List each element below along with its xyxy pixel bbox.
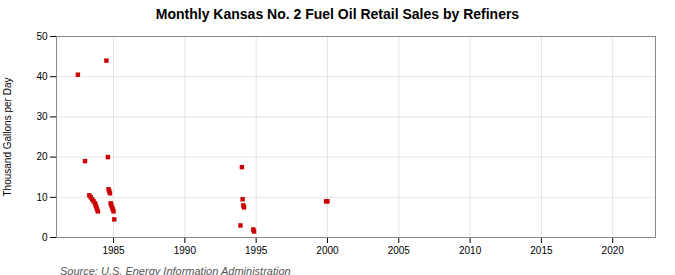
html-text:Monthly Kansas No. 2 Fuel Oil: Monthly Kansas No. 2 Fuel Oil Retail Sal…: [155, 6, 520, 22]
svg-text:2020: 2020: [602, 245, 625, 256]
svg-text:20: 20: [36, 151, 48, 162]
svg-text:2010: 2010: [459, 245, 482, 256]
svg-text:40: 40: [36, 71, 48, 82]
svg-text:2005: 2005: [388, 245, 411, 256]
svg-text:0: 0: [42, 232, 48, 243]
svg-text:2000: 2000: [316, 245, 339, 256]
svg-text:1990: 1990: [174, 245, 197, 256]
svg-text:30: 30: [36, 111, 48, 122]
svg-text:2015: 2015: [530, 245, 553, 256]
svg-text:10: 10: [36, 192, 48, 203]
svg-text:Thousand Gallons per Day: Thousand Gallons per Day: [2, 78, 13, 197]
svg-text:1985: 1985: [102, 245, 125, 256]
svg-text:1995: 1995: [245, 245, 268, 256]
svg-text:50: 50: [36, 31, 48, 42]
